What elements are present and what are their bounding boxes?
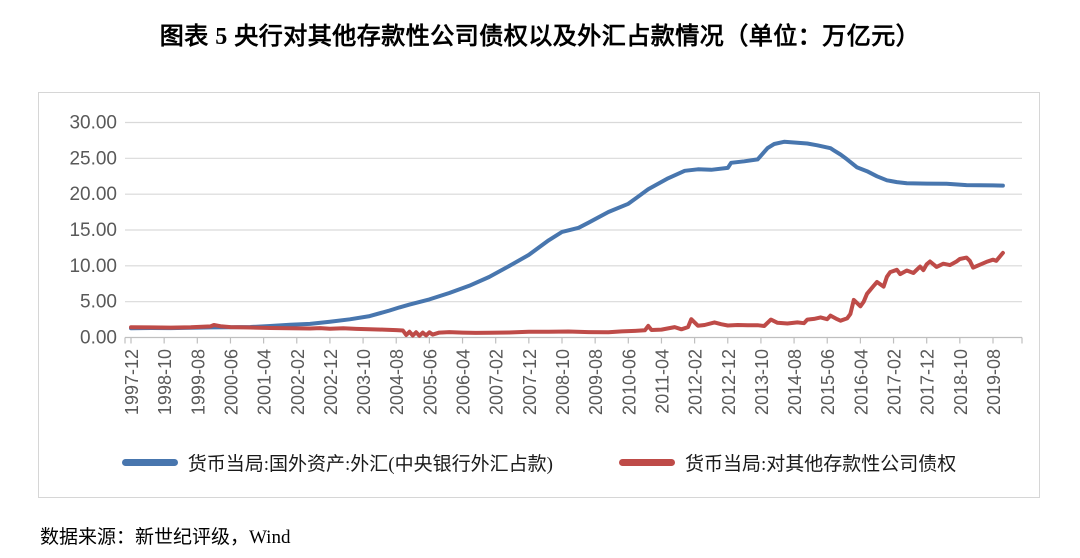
x-tick-label: 2011-04 <box>652 349 672 414</box>
legend-item-fx-holdings: 货币当局:国外资产:外汇(中央银行外汇占款) <box>121 449 553 476</box>
x-tick-label: 2002-02 <box>288 349 308 415</box>
y-tick-label: 25.00 <box>69 148 117 169</box>
fx-series-label: 货币当局:国外资产:外汇(中央银行外汇占款) <box>187 454 553 475</box>
x-tick-label: 2016-04 <box>851 349 871 415</box>
x-tick-label: 2002-12 <box>321 349 341 415</box>
x-tick-label: 2005-06 <box>420 349 440 415</box>
x-tick-label: 2013-10 <box>752 349 772 415</box>
y-tick-label: 0.00 <box>80 328 117 349</box>
y-tick-label: 10.00 <box>69 256 117 277</box>
x-tick-label: 2001-04 <box>255 349 275 415</box>
fx-series-swatch <box>121 459 178 466</box>
x-tick-label: 2008-10 <box>553 349 573 415</box>
y-tick-label: 20.00 <box>69 184 117 205</box>
x-tick-label: 2007-02 <box>487 349 507 415</box>
series-line-0 <box>129 139 1005 331</box>
x-tick-label: 1999-08 <box>188 349 208 415</box>
x-tick-label: 2018-10 <box>951 349 971 415</box>
y-tick-label: 5.00 <box>80 292 117 313</box>
x-tick-label: 2015-06 <box>818 349 838 415</box>
y-tick-label: 15.00 <box>69 220 117 241</box>
x-tick-label: 2017-02 <box>885 349 905 415</box>
chart-frame <box>38 92 1040 498</box>
x-tick-label: 2004-08 <box>387 349 407 415</box>
x-tick-label: 2017-12 <box>918 349 938 415</box>
x-tick-label: 1998-10 <box>155 349 175 415</box>
x-tick-label: 2006-04 <box>454 349 474 415</box>
x-tick-label: 2012-02 <box>686 349 706 415</box>
x-tick-label: 2019-08 <box>984 349 1004 415</box>
x-tick-label: 2010-06 <box>619 349 639 415</box>
chart-legend: 货币当局:国外资产:外汇(中央银行外汇占款) 货币当局:对其他存款性公司债权 <box>38 449 1040 476</box>
legend-item-odc-claims: 货币当局:对其他存款性公司债权 <box>618 449 957 476</box>
x-tick-label: 2009-08 <box>586 349 606 415</box>
source-note: 数据来源：新世纪评级，Wind <box>40 527 291 548</box>
odc-series-label: 货币当局:对其他存款性公司债权 <box>684 454 957 475</box>
x-tick-label: 2000-06 <box>221 349 241 415</box>
x-tick-label: 2014-08 <box>785 349 805 415</box>
x-tick-label: 1997-12 <box>122 349 142 415</box>
y-tick-label: 30.00 <box>69 113 117 134</box>
series-line-1 <box>129 250 1005 338</box>
chart-title: 图表 5 央行对其他存款性公司债权以及外汇占款情况（单位：万亿元） <box>159 24 921 50</box>
x-tick-label: 2007-12 <box>520 349 540 415</box>
odc-series-swatch <box>618 459 675 466</box>
x-tick-label: 2003-10 <box>354 349 374 415</box>
x-tick-label: 2012-12 <box>719 349 739 415</box>
